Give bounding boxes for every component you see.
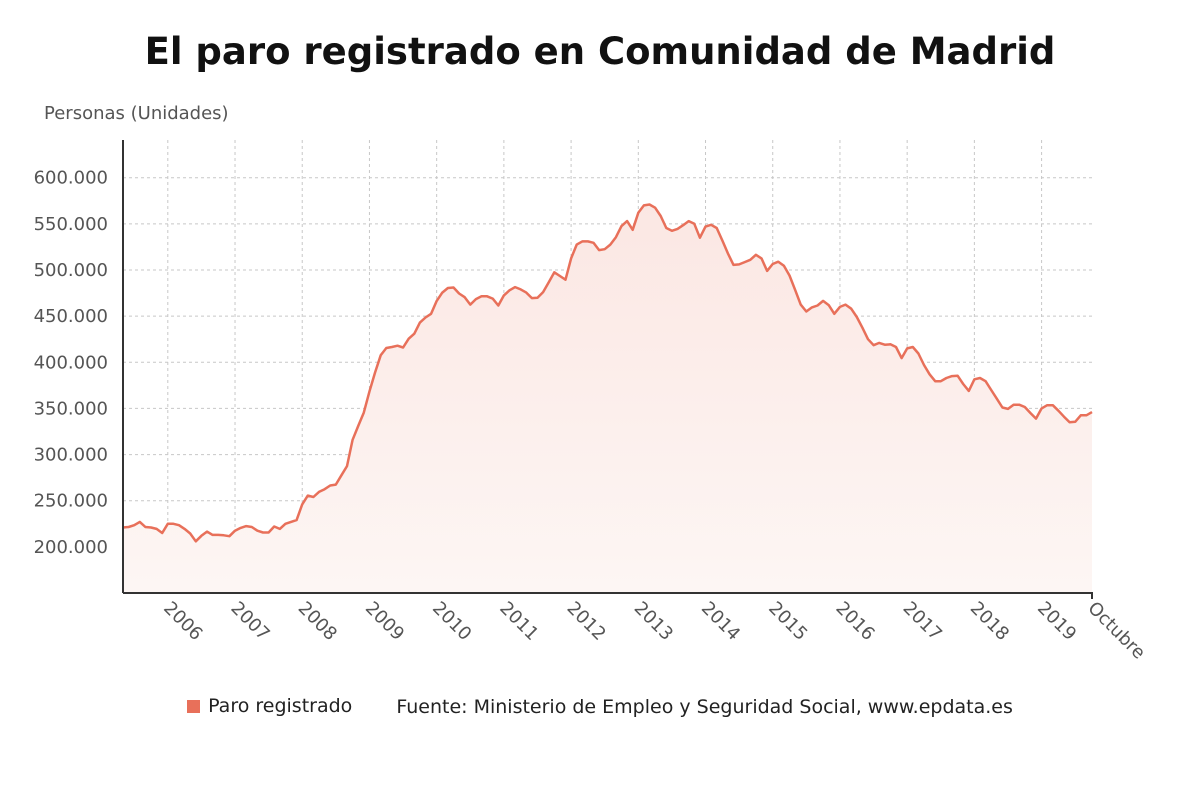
x-tick-label: 2012 <box>563 598 610 645</box>
axes <box>122 140 1093 599</box>
y-tick-label: 250.000 <box>34 491 108 512</box>
area-layer <box>122 203 1093 593</box>
y-tick-label: 200.000 <box>34 537 108 558</box>
legend-swatch <box>187 699 201 713</box>
y-tick-label: 350.000 <box>34 398 108 419</box>
legend-item-paro-registrado[interactable]: Paro registrado <box>187 695 352 717</box>
y-tick-label: 450.000 <box>34 306 108 327</box>
y-tick-label: 300.000 <box>34 445 108 466</box>
x-tick-label: 2013 <box>630 598 677 645</box>
x-tick-labels: 2006 2007 2008 2009 2010 2011 2012 2013 2014 2015… <box>159 598 1149 664</box>
y-tick-labels: 200.000 250.000 300.000 350.000 400.000 450.0… <box>34 168 108 558</box>
x-tick-label: Octubre <box>1083 598 1149 664</box>
legend-label: Paro registrado <box>208 695 353 717</box>
series-area-paro-registrado <box>123 204 1092 593</box>
x-tick-label: 2019 <box>1033 598 1080 645</box>
y-tick-label: 600.000 <box>34 168 108 189</box>
x-tick-label: 2006 <box>159 598 206 645</box>
chart-title: El paro registrado en Comunidad de Madri… <box>144 30 1056 73</box>
x-tick-label: 2018 <box>966 598 1013 645</box>
y-tick-label: 400.000 <box>34 352 108 373</box>
x-tick-label: 2010 <box>428 598 475 645</box>
x-tick-label: 2008 <box>294 598 341 645</box>
y-axis-label: Personas (Unidades) <box>44 103 229 124</box>
y-tick-label: 500.000 <box>34 260 108 281</box>
x-tick-label: 2017 <box>899 598 946 645</box>
legend: Paro registrado Fuente: Ministerio de Em… <box>0 695 1200 718</box>
x-tick-label: 2007 <box>226 598 273 645</box>
x-tick-label: 2011 <box>495 598 542 645</box>
x-tick-label: 2009 <box>361 598 408 645</box>
x-tick-label: 2014 <box>697 598 744 645</box>
chart-plot: 200.000 250.000 300.000 350.000 400.000 450.0… <box>34 140 1149 664</box>
x-tick-label: 2016 <box>831 598 878 645</box>
source-note: Fuente: Ministerio de Empleo y Seguridad… <box>396 695 1013 718</box>
series-line-paro-registrado[interactable] <box>122 203 1093 543</box>
y-tick-label: 550.000 <box>34 214 108 235</box>
x-tick-label: 2015 <box>764 598 811 645</box>
